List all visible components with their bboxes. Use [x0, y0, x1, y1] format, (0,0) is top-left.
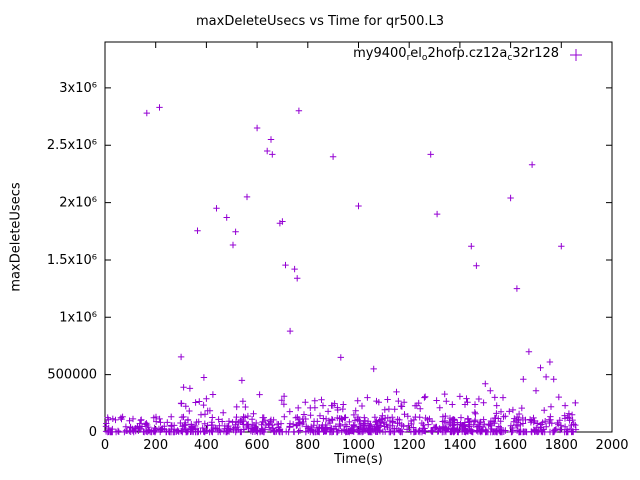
y-tick-label: 3x10⁶: [59, 81, 97, 96]
y-tick-label: 0: [89, 425, 97, 440]
legend-label-part: 32r128: [512, 46, 559, 61]
legend-marker-icon: [570, 48, 582, 61]
legend: my9400relo2hofp.cz12ac32r128: [353, 46, 585, 63]
x-axis-label: Time(s): [334, 452, 383, 467]
plot-border: [104, 41, 613, 433]
y-tick-label: 2.5x10⁶: [47, 138, 97, 153]
legend-label: my9400relo2hofp.cz12ac32r128: [353, 46, 559, 63]
y-tick-label: 1.5x10⁶: [47, 253, 97, 268]
x-tick-label: 2000: [595, 438, 628, 453]
legend-plus-marker: [570, 48, 582, 61]
legend-label-part: 2hofp.cz12a: [427, 46, 508, 61]
x-tick-label: 1200: [393, 438, 426, 453]
legend-label-part: r: [406, 53, 411, 63]
x-tick-label: 200: [143, 438, 168, 453]
axis-ticks: [104, 42, 613, 433]
x-tick-label: 1000: [342, 438, 375, 453]
legend-label-part: c: [507, 53, 513, 63]
chart-title: maxDeleteUsecs vs Time for qr500.L3: [196, 14, 444, 29]
x-tick-label: 800: [295, 438, 320, 453]
x-tick-label: 1400: [443, 438, 476, 453]
y-axis-label: maxDeleteUsecs: [8, 182, 24, 292]
legend-label-part: el: [410, 46, 422, 61]
y-tick-label: 2x10⁶: [59, 196, 97, 211]
x-tick-label: 0: [101, 438, 109, 453]
legend-label-part: o: [421, 53, 428, 63]
y-tick-label: 500000: [47, 368, 97, 383]
y-tick-label: 1x10⁶: [59, 310, 97, 325]
legend-label-part: my9400: [353, 46, 407, 61]
x-tick-label: 400: [194, 438, 219, 453]
x-tick-label: 1600: [494, 438, 527, 453]
data-points: [102, 104, 580, 436]
x-tick-label: 1800: [545, 438, 578, 453]
x-tick-label: 600: [245, 438, 270, 453]
